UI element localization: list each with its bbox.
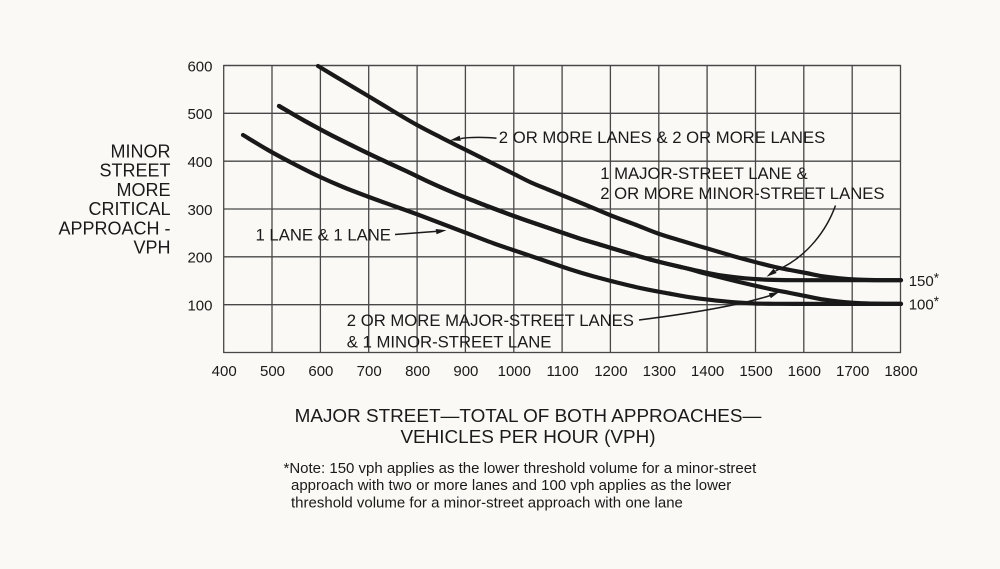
svg-text:600: 600 — [187, 58, 212, 75]
svg-text:CRITICAL: CRITICAL — [88, 199, 170, 219]
svg-text:STREET: STREET — [99, 161, 170, 181]
svg-text:150*: 150* — [909, 271, 940, 290]
svg-text:1800: 1800 — [884, 363, 917, 380]
svg-text:900: 900 — [453, 363, 478, 380]
svg-text:threshold volume for a minor-s: threshold volume for a minor-street appr… — [291, 495, 683, 512]
svg-text:1500: 1500 — [739, 363, 772, 380]
svg-text:1200: 1200 — [594, 363, 627, 380]
svg-text:1300: 1300 — [643, 363, 676, 380]
svg-text:approach with two or more lane: approach with two or more lanes and 100 … — [291, 477, 731, 494]
svg-text:100: 100 — [187, 298, 212, 315]
svg-text:1400: 1400 — [691, 363, 724, 380]
svg-text:VPH: VPH — [133, 238, 170, 258]
svg-text:700: 700 — [357, 363, 382, 380]
svg-text:MORE: MORE — [117, 180, 171, 200]
svg-text:1100: 1100 — [546, 363, 578, 380]
svg-text:MINOR: MINOR — [111, 142, 171, 162]
svg-text:2 OR MORE MINOR-STREET LANES: 2 OR MORE MINOR-STREET LANES — [600, 184, 884, 203]
svg-text:1700: 1700 — [836, 363, 869, 380]
svg-text:1000: 1000 — [498, 363, 531, 380]
svg-text:APPROACH -: APPROACH - — [58, 218, 170, 238]
svg-text:2 OR MORE MAJOR-STREET LANES: 2 OR MORE MAJOR-STREET LANES — [347, 311, 634, 330]
svg-text:1 LANE & 1 LANE: 1 LANE & 1 LANE — [256, 226, 391, 245]
svg-text:500: 500 — [260, 363, 285, 380]
svg-text:1600: 1600 — [788, 363, 821, 380]
svg-text:2 OR MORE LANES & 2 OR MORE LA: 2 OR MORE LANES & 2 OR MORE LANES — [499, 128, 825, 147]
svg-text:400: 400 — [187, 154, 212, 171]
svg-text:500: 500 — [187, 106, 212, 123]
svg-text:1 MAJOR-STREET LANE &: 1 MAJOR-STREET LANE & — [600, 164, 807, 183]
svg-text:800: 800 — [405, 363, 430, 380]
svg-text:*Note: 150 vph applies as the: *Note: 150 vph applies as the lower thre… — [284, 460, 758, 477]
svg-text:100*: 100* — [909, 294, 940, 313]
svg-text:400: 400 — [212, 363, 237, 380]
svg-text:200: 200 — [187, 250, 212, 267]
svg-text:600: 600 — [308, 363, 333, 380]
svg-text:300: 300 — [187, 202, 212, 219]
svg-text:MAJOR STREET—TOTAL OF BOTH APP: MAJOR STREET—TOTAL OF BOTH APPROACHES— — [295, 406, 762, 427]
svg-text:& 1 MINOR-STREET LANE: & 1 MINOR-STREET LANE — [347, 333, 552, 352]
svg-text:VEHICLES PER HOUR (VPH): VEHICLES PER HOUR (VPH) — [400, 427, 655, 448]
